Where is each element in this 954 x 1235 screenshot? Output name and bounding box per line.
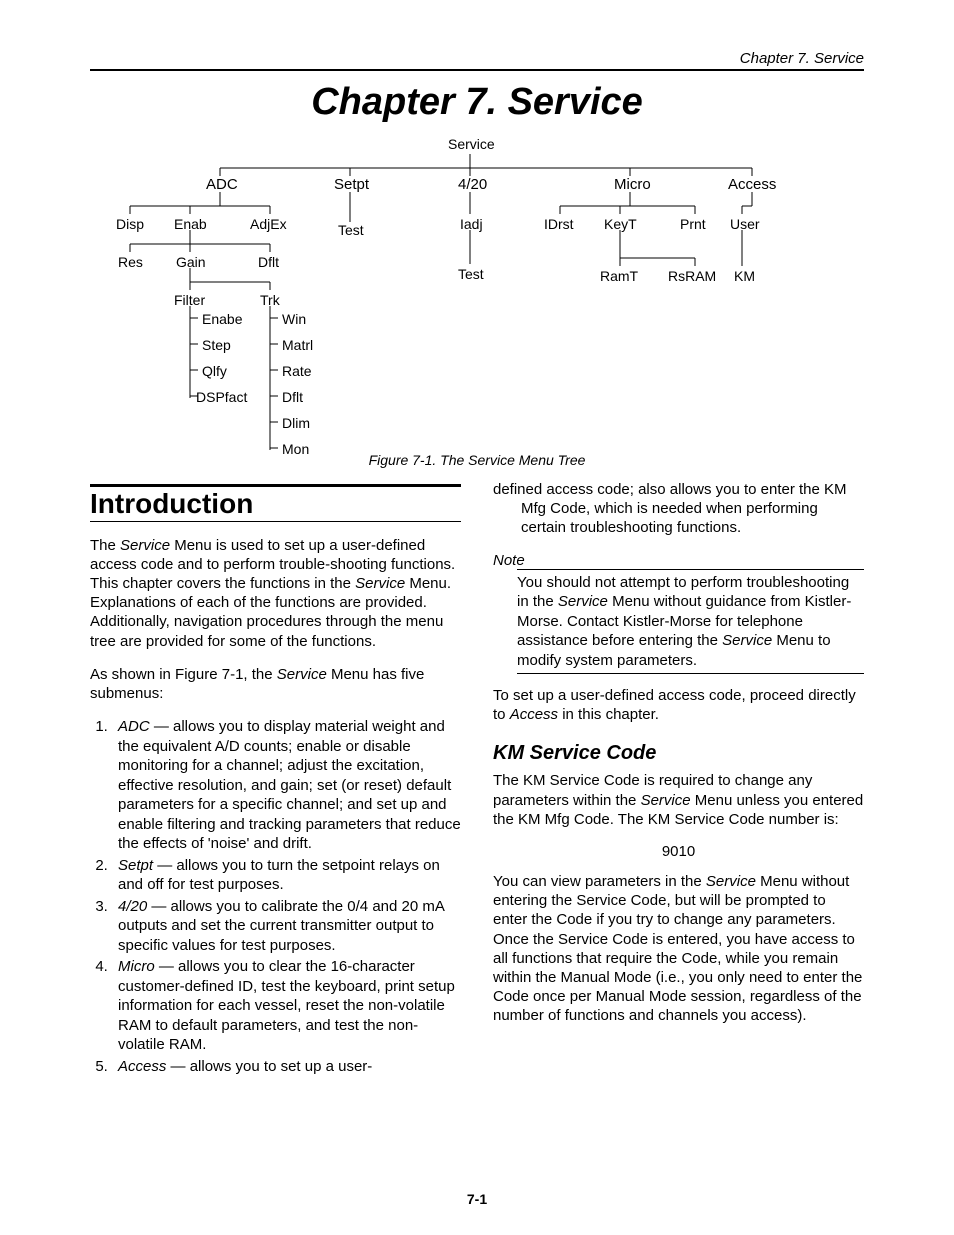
list-item: Access — allows you to set up a user-	[112, 1057, 461, 1077]
tree-access-km: KM	[734, 268, 755, 284]
tree-adc-gain: Gain	[176, 254, 206, 270]
tree-setpt-test: Test	[338, 222, 364, 238]
tree-l1-setpt: Setpt	[334, 176, 369, 193]
em: 4/20	[118, 898, 147, 915]
em-service: Service	[641, 792, 691, 809]
text: — allows you to calibrate the 0/4 and 20…	[118, 898, 444, 954]
em-service: Service	[120, 537, 170, 554]
em-service: Service	[558, 593, 608, 610]
text: in this chapter.	[558, 706, 659, 723]
list-item: Setpt — allows you to turn the setpoint …	[112, 856, 461, 895]
em-service: Service	[706, 873, 756, 890]
tree-420-iadj: Iadj	[460, 216, 483, 232]
tree-l1-access: Access	[728, 176, 776, 193]
tree-adc-adjex: AdjEx	[250, 216, 287, 232]
text: You can view parameters in the	[493, 873, 706, 890]
tree-adc-res: Res	[118, 254, 143, 270]
tree-l1-420: 4/20	[458, 176, 487, 193]
em-service: Service	[722, 632, 772, 649]
body-columns: Introduction The Service Menu is used to…	[90, 480, 864, 1078]
km-service-code-number: 9010	[493, 843, 864, 860]
intro-p1: The Service Menu is used to set up a use…	[90, 536, 461, 651]
note-body: You should not attempt to perform troubl…	[517, 569, 864, 675]
em: ADC	[118, 718, 150, 735]
km-p1: The KM Service Code is required to chang…	[493, 771, 864, 829]
tree-trk-dflt: Dflt	[282, 389, 303, 405]
text: — allows you to set up a user-	[166, 1058, 372, 1075]
list-item: 4/20 — allows you to calibrate the 0/4 a…	[112, 897, 461, 956]
tree-trk-dlim: Dlim	[282, 415, 310, 431]
tree-adc-disp: Disp	[116, 216, 144, 232]
em-service: Service	[277, 666, 327, 683]
tree-filter-qlfy: Qlfy	[202, 363, 227, 379]
tree-adc-enab: Enab	[174, 216, 207, 232]
text: — allows you to display material weight …	[118, 718, 461, 852]
section-introduction: Introduction	[90, 484, 461, 522]
em: Micro	[118, 958, 155, 975]
em: Setpt	[118, 857, 153, 874]
intro-p2: As shown in Figure 7-1, the Service Menu…	[90, 665, 461, 703]
tree-root: Service	[448, 136, 495, 152]
submenu-list: ADC — allows you to display material wei…	[90, 717, 461, 1076]
tree-420-test: Test	[458, 266, 484, 282]
carryover-text: defined access code; also allows you to …	[493, 480, 864, 538]
tree-filter-dspfact: DSPfact	[196, 389, 247, 405]
subsection-km-service-code: KM Service Code	[493, 742, 864, 765]
left-column: Introduction The Service Menu is used to…	[90, 480, 461, 1078]
page-number: 7-1	[0, 1191, 954, 1207]
tree-trk-matrl: Matrl	[282, 337, 313, 353]
tree-adc-filter: Filter	[174, 292, 205, 308]
tree-micro-keyt: KeyT	[604, 216, 637, 232]
text: Menu without entering the Service Code, …	[493, 873, 862, 1024]
text: The	[90, 537, 120, 554]
running-header: Chapter 7. Service	[90, 50, 864, 71]
tree-l1-micro: Micro	[614, 176, 651, 193]
tree-filter-enabe: Enabe	[202, 311, 242, 327]
em: Access	[118, 1058, 166, 1075]
text: As shown in Figure 7-1, the	[90, 666, 277, 683]
tree-adc-dflt: Dflt	[258, 254, 279, 270]
km-p2: You can view parameters in the Service M…	[493, 872, 864, 1026]
list-item: Micro — allows you to clear the 16-chara…	[112, 957, 461, 1055]
tree-trk-win: Win	[282, 311, 306, 327]
tree-adc-trk: Trk	[260, 292, 280, 308]
after-note-p: To set up a user-defined access code, pr…	[493, 686, 864, 724]
menu-tree-figure: Service ADC Setpt 4/20 Micro Access Disp…	[90, 136, 864, 456]
em-access: Access	[510, 706, 558, 723]
note-label: Note	[493, 552, 864, 569]
tree-micro-ramt: RamT	[600, 268, 638, 284]
tree-filter-step: Step	[202, 337, 231, 353]
text: — allows you to clear the 16-character c…	[118, 958, 455, 1053]
tree-micro-rsram: RsRAM	[668, 268, 716, 284]
tree-micro-prnt: Prnt	[680, 216, 706, 232]
tree-access-user: User	[730, 216, 760, 232]
chapter-title: Chapter 7. Service	[90, 81, 864, 124]
text: — allows you to turn the setpoint relays…	[118, 857, 440, 894]
list-item: ADC — allows you to display material wei…	[112, 717, 461, 854]
em-service: Service	[355, 575, 405, 592]
tree-micro-idrst: IDrst	[544, 216, 574, 232]
tree-trk-mon: Mon	[282, 441, 309, 457]
tree-trk-rate: Rate	[282, 363, 312, 379]
page: Chapter 7. Service Chapter 7. Service	[0, 0, 954, 1235]
tree-l1-adc: ADC	[206, 176, 238, 193]
right-column: defined access code; also allows you to …	[493, 480, 864, 1078]
